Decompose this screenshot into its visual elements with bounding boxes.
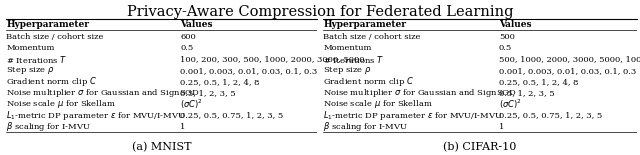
Text: Values: Values [180, 20, 212, 29]
Text: Hyperparameter: Hyperparameter [323, 20, 406, 29]
Text: Gradient norm clip $C$: Gradient norm clip $C$ [6, 75, 97, 89]
Text: Step size $\rho$: Step size $\rho$ [6, 65, 55, 76]
Text: 0.25, 0.5, 0.75, 1, 2, 3, 5: 0.25, 0.5, 0.75, 1, 2, 3, 5 [180, 112, 284, 120]
Text: 0.001, 0.003, 0.01, 0.03, 0.1, 0.3: 0.001, 0.003, 0.01, 0.03, 0.1, 0.3 [499, 67, 636, 75]
Text: 0.25, 0.5, 1, 2, 4, 8: 0.25, 0.5, 1, 2, 4, 8 [180, 78, 260, 86]
Text: 500: 500 [499, 33, 515, 41]
Text: Hyperparameter: Hyperparameter [6, 20, 90, 29]
Text: Noise scale $\mu$ for Skellam: Noise scale $\mu$ for Skellam [323, 98, 433, 110]
Text: (a) MNIST: (a) MNIST [132, 142, 191, 152]
Text: # Iterations $T$: # Iterations $T$ [6, 54, 68, 65]
Text: Noise multiplier $\sigma$ for Gaussian and SignSGD: Noise multiplier $\sigma$ for Gaussian a… [6, 87, 200, 99]
Text: 0.001, 0.003, 0.01, 0.03, 0.1, 0.3: 0.001, 0.003, 0.01, 0.03, 0.1, 0.3 [180, 67, 317, 75]
Text: (b) CIFAR-10: (b) CIFAR-10 [444, 142, 516, 152]
Text: 100, 200, 300, 500, 1000, 2000, 3000, 5000: 100, 200, 300, 500, 1000, 2000, 3000, 50… [180, 55, 365, 64]
Text: Batch size / cohort size: Batch size / cohort size [6, 33, 104, 41]
Text: $(\sigma C)^2$: $(\sigma C)^2$ [499, 98, 522, 111]
Text: Step size $\rho$: Step size $\rho$ [323, 65, 372, 76]
Text: 0.5: 0.5 [499, 44, 512, 52]
Text: Privacy-Aware Compression for Federated Learning: Privacy-Aware Compression for Federated … [127, 5, 513, 19]
Text: Noise scale $\mu$ for Skellam: Noise scale $\mu$ for Skellam [6, 98, 116, 110]
Text: $\beta$ scaling for I-MVU: $\beta$ scaling for I-MVU [323, 120, 408, 133]
Text: Momentum: Momentum [323, 44, 372, 52]
Text: $(\sigma C)^2$: $(\sigma C)^2$ [180, 98, 203, 111]
Text: $L_1$-metric DP parameter $\epsilon$ for MVU/I-MVU: $L_1$-metric DP parameter $\epsilon$ for… [6, 109, 186, 122]
Text: $L_1$-metric DP parameter $\epsilon$ for MVU/I-MVU: $L_1$-metric DP parameter $\epsilon$ for… [323, 109, 503, 122]
Text: # Iterations $T$: # Iterations $T$ [323, 54, 385, 65]
Text: Momentum: Momentum [6, 44, 55, 52]
Text: Values: Values [499, 20, 531, 29]
Text: 0.5, 1, 2, 3, 5: 0.5, 1, 2, 3, 5 [499, 89, 554, 97]
Text: 500, 1000, 2000, 3000, 5000, 10000, 15000: 500, 1000, 2000, 3000, 5000, 10000, 1500… [499, 55, 640, 64]
Text: 600: 600 [180, 33, 196, 41]
Text: $\beta$ scaling for I-MVU: $\beta$ scaling for I-MVU [6, 120, 92, 133]
Text: 1: 1 [499, 123, 504, 131]
Text: 0.5, 1, 2, 3, 5: 0.5, 1, 2, 3, 5 [180, 89, 236, 97]
Text: 0.5: 0.5 [180, 44, 193, 52]
Text: Noise multiplier $\sigma$ for Gaussian and SignSGD: Noise multiplier $\sigma$ for Gaussian a… [323, 87, 517, 99]
Text: 0.25, 0.5, 1, 2, 4, 8: 0.25, 0.5, 1, 2, 4, 8 [499, 78, 579, 86]
Text: 0.25, 0.5, 0.75, 1, 2, 3, 5: 0.25, 0.5, 0.75, 1, 2, 3, 5 [499, 112, 602, 120]
Text: Batch size / cohort size: Batch size / cohort size [323, 33, 420, 41]
Text: 1: 1 [180, 123, 186, 131]
Text: Gradient norm clip $C$: Gradient norm clip $C$ [323, 75, 414, 89]
